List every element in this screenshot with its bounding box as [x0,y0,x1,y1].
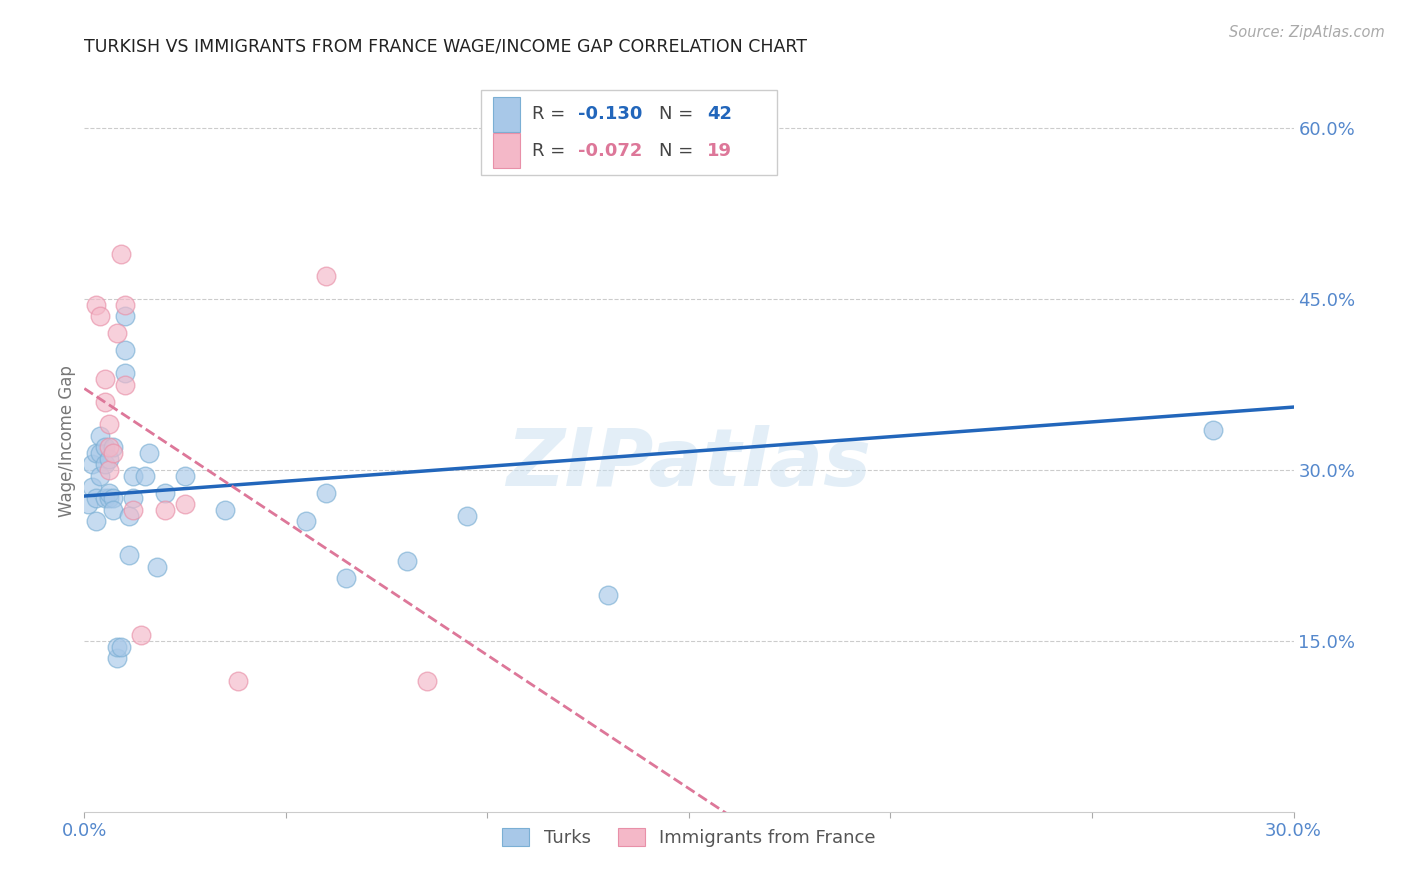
FancyBboxPatch shape [494,133,520,169]
Point [89,429,111,443]
Legend: Turks, Immigrants from France: Turks, Immigrants from France [495,821,883,855]
Point [118,508,141,523]
Point [114,310,136,324]
Point [114,343,136,358]
Point [114,298,136,312]
Y-axis label: Wage/Income Gap: Wage/Income Gap [58,366,76,517]
Text: N =: N = [659,105,699,123]
Point [89,468,111,483]
Point [97,440,120,454]
Point [97,491,120,506]
Point [97,463,120,477]
Point [146,559,169,574]
Point [121,468,143,483]
Point [93,491,115,506]
Point [93,440,115,454]
Point [315,485,337,500]
Point [86,298,108,312]
Point [174,497,197,511]
Point [93,458,115,472]
Point [214,503,236,517]
Point [598,588,620,602]
Point [82,480,104,494]
Point [105,640,128,654]
Point [86,446,108,460]
Point [138,446,160,460]
Point [110,640,132,654]
Text: N =: N = [659,142,699,160]
Point [134,468,156,483]
Point [1202,423,1225,437]
FancyBboxPatch shape [494,96,520,132]
Point [101,503,124,517]
Point [86,491,108,506]
Point [86,514,108,528]
Point [174,468,197,483]
Point [101,491,124,506]
Point [101,446,124,460]
Point [97,417,120,432]
Point [315,269,337,284]
Point [93,372,115,386]
Point [101,440,124,454]
Point [121,491,143,506]
Text: -0.072: -0.072 [578,142,643,160]
Point [335,571,357,585]
Point [97,451,120,466]
Point [678,150,700,164]
Point [77,497,100,511]
Text: 42: 42 [707,105,733,123]
Point [105,326,128,341]
Point [105,651,128,665]
Point [416,673,439,688]
Point [226,673,249,688]
Point [153,503,176,517]
Point [89,310,111,324]
Point [295,514,318,528]
Point [82,458,104,472]
Point [395,554,418,568]
Point [89,446,111,460]
Point [118,549,141,563]
Text: R =: R = [531,105,571,123]
Point [121,503,143,517]
Point [110,246,132,260]
FancyBboxPatch shape [481,90,778,175]
Text: 19: 19 [707,142,733,160]
Point [114,377,136,392]
Text: TURKISH VS IMMIGRANTS FROM FRANCE WAGE/INCOME GAP CORRELATION CHART: TURKISH VS IMMIGRANTS FROM FRANCE WAGE/I… [84,38,807,56]
Text: -0.130: -0.130 [578,105,643,123]
Point [114,366,136,380]
Text: R =: R = [531,142,571,160]
Point [97,485,120,500]
Point [456,508,478,523]
Point [153,485,176,500]
Point [129,628,152,642]
Text: Source: ZipAtlas.com: Source: ZipAtlas.com [1229,25,1385,40]
Text: ZIPatlas: ZIPatlas [506,425,872,503]
Point [93,394,115,409]
